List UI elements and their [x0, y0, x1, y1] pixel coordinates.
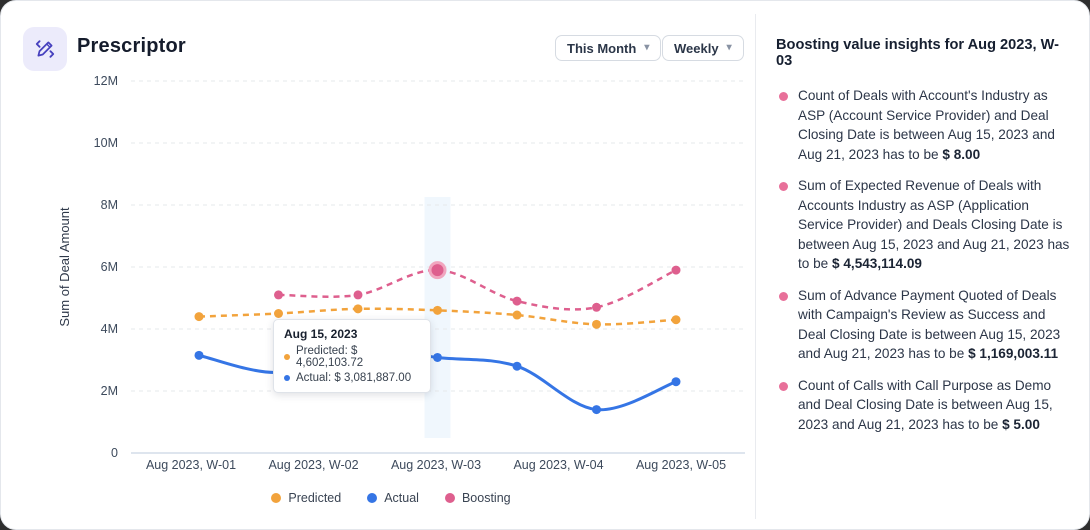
data-point-predicted[interactable]: [194, 312, 204, 322]
insight-value: $ 8.00: [942, 146, 981, 162]
bullet-dot-icon: [779, 182, 788, 191]
insight-value: $ 5.00: [1002, 416, 1040, 432]
granularity-dropdown[interactable]: Weekly ▾: [662, 35, 744, 61]
insight-text: Sum of Expected Revenue of Deals with Ac…: [798, 178, 1070, 271]
period-dropdown[interactable]: This Month ▾: [555, 35, 662, 61]
data-point-actual[interactable]: [194, 350, 204, 360]
tooltip-row-text: Predicted: $ 4,602,103.72: [296, 345, 364, 369]
chart-tooltip: Aug 15, 2023 Predicted: $ 4,602,103.72 Ac…: [273, 319, 431, 393]
legend-dot-icon: [444, 493, 455, 503]
data-point-actual[interactable]: [592, 405, 601, 415]
insight-item: Count of Calls with Call Purpose as Demo…: [776, 376, 1070, 435]
bullet-dot-icon: [779, 92, 788, 101]
data-point-predicted[interactable]: [274, 309, 283, 318]
data-point-boosting[interactable]: [592, 302, 601, 312]
series-dot-icon: [284, 354, 290, 360]
y-tick-label: 10M: [94, 136, 118, 150]
insights-panel: Boosting value insights for Aug 2023, W-…: [776, 37, 1070, 446]
vertical-divider: [755, 14, 756, 519]
data-point-actual[interactable]: [433, 352, 442, 362]
insight-item: Sum of Expected Revenue of Deals with Ac…: [776, 176, 1070, 274]
legend-label: Predicted: [288, 491, 342, 505]
bullet-dot-icon: [779, 381, 788, 391]
insights-list: Count of Deals with Account's Industry a…: [776, 86, 1070, 434]
insight-value: $ 1,169,003.11: [968, 346, 1059, 361]
data-point-predicted[interactable]: [433, 305, 442, 315]
granularity-dropdown-value: Weekly: [674, 40, 719, 56]
legend-dot-icon: [271, 493, 282, 503]
data-point-predicted[interactable]: [592, 319, 601, 329]
x-tick-label: Aug 2023, W-04: [513, 458, 603, 472]
y-axis-title: Sum of Deal Amount: [57, 207, 72, 327]
legend-item-boosting[interactable]: Boosting: [444, 491, 511, 505]
insight-text: Count of Calls with Call Purpose as Demo…: [798, 377, 1053, 432]
data-point-actual[interactable]: [671, 377, 681, 387]
bullet-dot-icon: [779, 291, 788, 301]
data-point-boosting[interactable]: [512, 296, 522, 306]
insight-item: Sum of Advance Payment Quoted of Deals w…: [776, 286, 1070, 364]
y-tick-label: 8M: [101, 198, 118, 212]
data-point-predicted[interactable]: [671, 315, 681, 325]
insight-item: Count of Deals with Account's Industry a…: [776, 86, 1070, 164]
data-point-boosting[interactable]: [428, 261, 447, 280]
legend-item-predicted[interactable]: Predicted: [271, 491, 341, 505]
series-dot-icon: [284, 375, 290, 381]
x-tick-label: Aug 2023, W-03: [391, 458, 481, 472]
x-tick-label: Aug 2023, W-02: [268, 458, 358, 472]
legend-label: Boosting: [461, 491, 511, 505]
chevron-down-icon: ▾: [644, 42, 650, 53]
tooltip-date: Aug 15, 2023: [284, 327, 358, 341]
data-point-boosting[interactable]: [671, 265, 681, 275]
data-point-predicted[interactable]: [353, 304, 363, 314]
x-tick-label: Aug 2023, W-05: [636, 458, 726, 472]
data-point-actual[interactable]: [512, 361, 522, 371]
insight-text: Count of Deals with Account's Industry a…: [798, 88, 1055, 162]
data-point-boosting[interactable]: [353, 290, 363, 300]
tooltip-row: Actual: $ 3,081,887.00: [284, 372, 420, 384]
legend-item-actual[interactable]: Actual: [367, 491, 419, 505]
y-tick-label: 12M: [94, 74, 118, 88]
period-dropdown-value: This Month: [567, 40, 637, 56]
page-title: Prescriptor: [77, 35, 186, 57]
data-point-predicted[interactable]: [512, 310, 522, 320]
tooltip-row: Predicted: $ 4,602,103.72: [284, 345, 420, 369]
prescriptor-icon: [23, 27, 67, 71]
chart-legend: Predicted Actual Boosting: [131, 491, 651, 505]
insight-value: $ 4,543,114.09: [832, 256, 922, 271]
insights-title: Boosting value insights for Aug 2023, W-…: [776, 37, 1059, 69]
insight-text: Sum of Advance Payment Quoted of Deals w…: [798, 287, 1061, 362]
data-point-boosting[interactable]: [274, 290, 283, 300]
legend-label: Actual: [384, 491, 419, 505]
deal-amount-line-chart: 0 2M 4M 6M 8M 10M 12M Aug 2023, W-01 Aug 2023, W…: [57, 74, 745, 472]
legend-dot-icon: [367, 493, 378, 503]
y-tick-label: 2M: [101, 384, 118, 398]
edit-pencil-icon: [35, 40, 55, 58]
chevron-down-icon: ▾: [726, 42, 732, 53]
x-tick-label: Aug 2023, W-01: [146, 458, 236, 472]
y-tick-label: 6M: [101, 260, 118, 274]
series-line-boosting: [278, 268, 677, 311]
highlight-band-w03: [424, 197, 451, 438]
y-tick-label: 0: [111, 446, 118, 460]
y-tick-label: 4M: [101, 322, 118, 336]
tooltip-row-text: Actual: $ 3,081,887.00: [296, 372, 412, 384]
